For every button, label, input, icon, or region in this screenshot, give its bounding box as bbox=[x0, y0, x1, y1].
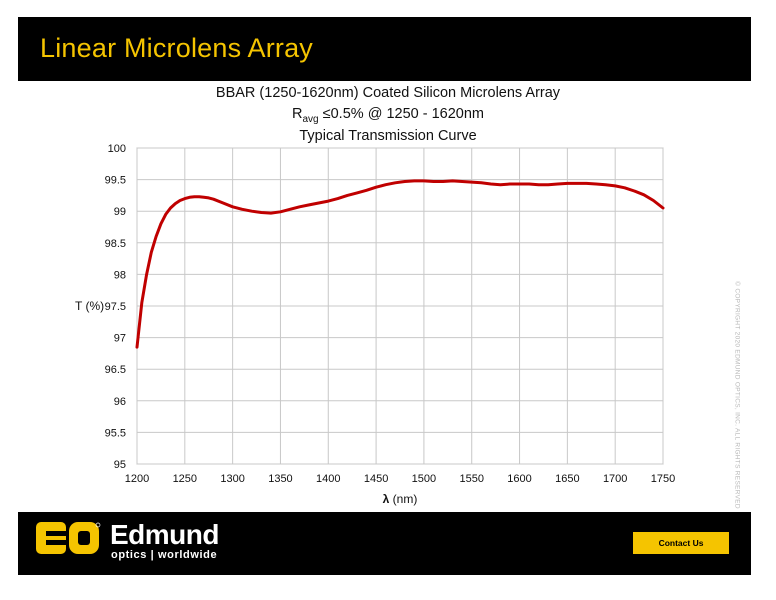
x-tick-label: 1750 bbox=[651, 473, 675, 485]
y-tick-label: 98 bbox=[114, 269, 126, 281]
y-tick-label: 99.5 bbox=[105, 175, 126, 187]
y-tick-label: 98.5 bbox=[105, 238, 126, 250]
chart-title: BBAR (1250-1620nm) Coated Silicon Microl… bbox=[215, 85, 561, 101]
y-tick-label: 95.5 bbox=[105, 427, 126, 439]
transmission-curve bbox=[135, 179, 665, 349]
x-tick-label: 1200 bbox=[125, 473, 149, 485]
chart-subtitle: Typical Transmission Curve bbox=[299, 128, 477, 144]
y-tick-label: 100 bbox=[108, 143, 126, 155]
x-tick-label: 1550 bbox=[459, 473, 483, 485]
x-tick-label: 1700 bbox=[603, 473, 627, 485]
y-axis-label: T (%) bbox=[75, 299, 104, 313]
x-axis-symbol: λ bbox=[383, 492, 390, 506]
y-tick-label: 97 bbox=[114, 333, 126, 345]
spec-symbol: R bbox=[292, 106, 303, 122]
y-tick-label: 95 bbox=[114, 459, 126, 471]
x-tick-label: 1650 bbox=[555, 473, 579, 485]
brand-tagline: optics | worldwide bbox=[111, 549, 218, 561]
x-axis-unit: (nm) bbox=[389, 492, 417, 506]
copyright-notice: © COPYRIGHT 2020 EDMUND OPTICS, INC. ALL… bbox=[730, 281, 744, 509]
x-tick-label: 1500 bbox=[412, 473, 436, 485]
y-tick-label: 97.5 bbox=[105, 301, 126, 313]
y-tick-label: 99 bbox=[114, 206, 126, 218]
page-title: Linear Microlens Array bbox=[40, 33, 314, 63]
y-tick-label: 96 bbox=[114, 396, 126, 408]
chart-spec-line: Ravg ≤0.5% @ 1250 - 1620nm bbox=[0, 106, 776, 125]
x-tick-label: 1450 bbox=[364, 473, 388, 485]
edmund-logo-icon bbox=[36, 522, 102, 559]
x-axis-label: λ (nm) bbox=[383, 492, 418, 506]
contact-us-button[interactable]: Contact Us bbox=[633, 532, 729, 554]
x-tick-label: 1400 bbox=[316, 473, 340, 485]
y-tick-label: 96.5 bbox=[105, 364, 126, 376]
copyright-text: © COPYRIGHT 2020 EDMUND OPTICS, INC. ALL… bbox=[733, 281, 741, 509]
spec-subscript: avg bbox=[302, 113, 319, 125]
x-tick-label: 1250 bbox=[173, 473, 197, 485]
brand-name: Edmund bbox=[110, 519, 220, 550]
header-bar: Linear Microlens Array bbox=[18, 17, 751, 81]
x-tick-label: 1600 bbox=[507, 473, 531, 485]
x-tick-label: 1300 bbox=[220, 473, 244, 485]
x-tick-label: 1350 bbox=[268, 473, 292, 485]
spec-text: ≤0.5% @ 1250 - 1620nm bbox=[318, 106, 484, 122]
footer-bar: Edmund optics | worldwide Contact Us bbox=[18, 512, 751, 575]
